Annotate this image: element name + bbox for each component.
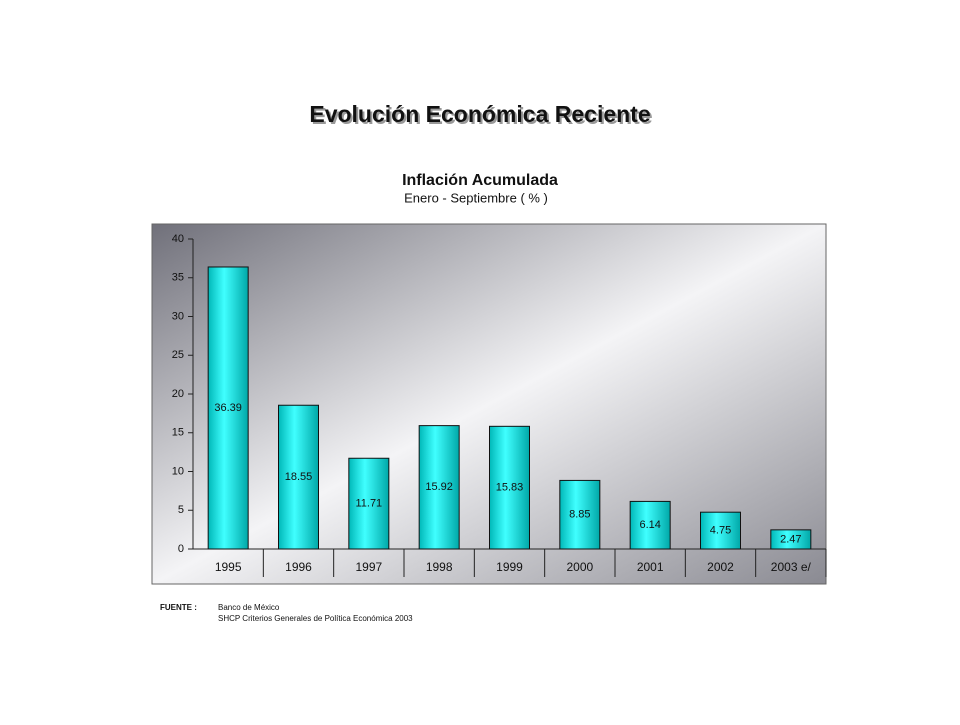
y-tick-label: 30: [172, 310, 184, 322]
value-label: 11.71: [355, 498, 382, 510]
y-tick-label: 15: [172, 427, 184, 439]
value-label: 6.14: [639, 519, 660, 531]
chart-subtitle: Enero - Septiembre ( % ): [404, 190, 548, 205]
value-label: 2.47: [780, 533, 801, 545]
value-label: 36.39: [214, 402, 242, 414]
plot: 0 5 10 15 20 25 30 35 40 1995 36.39 1996 18.55 1997 11…: [172, 233, 827, 577]
bar: [489, 425, 530, 550]
x-tick-label: 2000: [566, 560, 593, 574]
x-tick-label: 2003 e/: [771, 560, 812, 574]
bar: [348, 457, 390, 550]
bar: [418, 425, 460, 550]
bar: [700, 511, 741, 550]
value-label: 18.55: [285, 471, 313, 483]
source-line: Banco de México: [218, 603, 280, 612]
value-label: 4.75: [710, 525, 731, 537]
x-tick-label: 1998: [426, 560, 453, 574]
y-tick-label: 20: [172, 388, 184, 400]
y-tick-label: 10: [172, 465, 184, 477]
bar: [770, 529, 812, 550]
x-tick-label: 1996: [285, 560, 312, 574]
x-tick-label: 1999: [496, 560, 523, 574]
title-shadow: Evolución Económica Reciente: [311, 103, 652, 129]
y-tick-label: 35: [172, 272, 184, 284]
x-tick-label: 2002: [707, 560, 734, 574]
source-line: SHCP Criterios Generales de Política Eco…: [218, 614, 413, 623]
bar: [207, 266, 249, 550]
y-tick-label: 40: [172, 233, 184, 245]
bar: [629, 500, 671, 550]
value-label: 15.92: [425, 481, 453, 493]
value-label: 8.85: [569, 509, 590, 521]
page-title: Evolución Económica Reciente: [309, 101, 650, 127]
x-tick-label: 1997: [355, 560, 382, 574]
x-tick-label: 2001: [637, 560, 664, 574]
value-label: 15.83: [496, 482, 524, 494]
x-tick-label: 1995: [215, 560, 242, 574]
source-label: FUENTE :: [160, 603, 197, 612]
bar: [559, 479, 601, 550]
y-tick-label: 25: [172, 349, 184, 361]
y-tick-label: 5: [178, 504, 184, 516]
y-tick-label: 0: [178, 543, 184, 555]
chart-title: Inflación Acumulada: [402, 172, 558, 189]
bar: [278, 404, 319, 550]
